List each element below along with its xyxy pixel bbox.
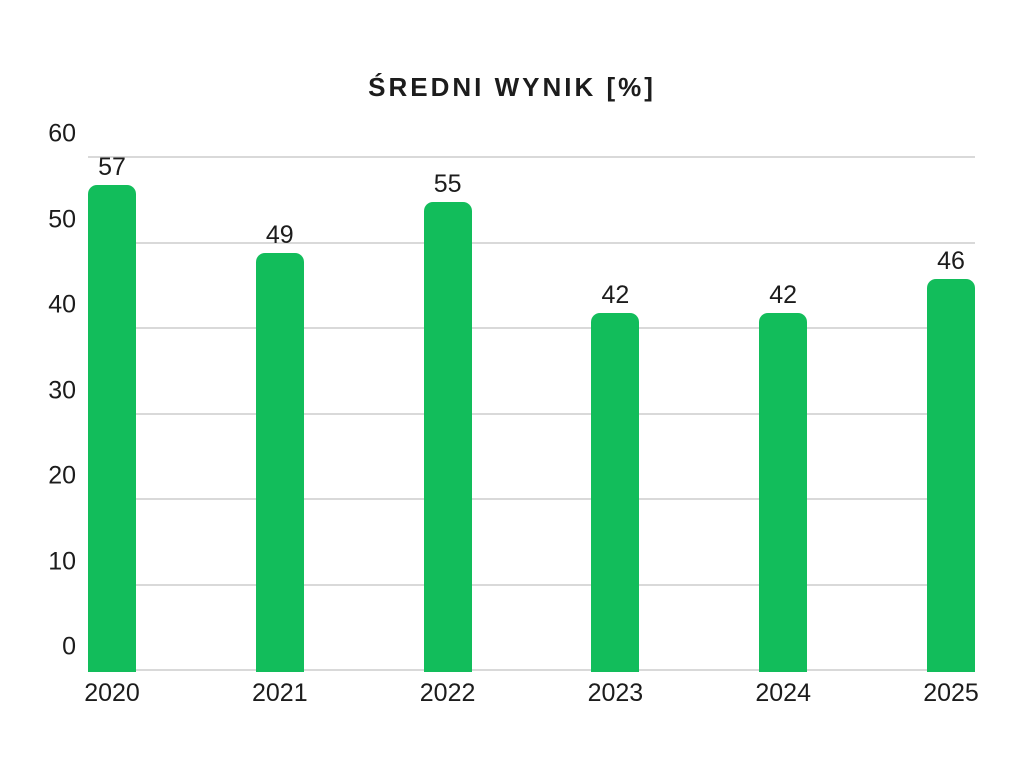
- x-tick-label-2023: 2023: [587, 679, 644, 707]
- bar-2021: 49: [255, 223, 304, 672]
- y-tick-label-20: 20: [48, 461, 76, 490]
- bar-2022: 55: [423, 171, 472, 672]
- gridline-0: [88, 669, 975, 671]
- y-tick-label-10: 10: [48, 547, 76, 575]
- bar-value-label-2022: 55: [433, 169, 462, 198]
- x-tick-label-2025: 2025: [923, 679, 979, 707]
- x-tick-label-2020: 2020: [84, 679, 140, 707]
- y-tick-label-50: 50: [48, 205, 76, 233]
- gridline-50: [88, 241, 975, 244]
- gridline-40: [88, 327, 975, 329]
- x-tick-label-2021: 2021: [251, 679, 308, 707]
- bar-column-2020: 57 2020: [84, 154, 140, 705]
- y-tick-label-60: 60: [48, 119, 76, 148]
- bar-value-label-2021: 49: [265, 221, 294, 250]
- bar-2020: 57: [88, 154, 136, 672]
- bar-2025: 46: [927, 248, 975, 672]
- plot-area: 0 10 20 30 40 50 60 57 2020 49 2021 55 2022 42 2023 42…: [48, 121, 979, 706]
- chart-title: ŚREDNI WYNIK [%]: [368, 72, 656, 102]
- bar-column-2023: 42 2023: [588, 159, 644, 705]
- x-tick-label-2024: 2024: [755, 679, 811, 707]
- gridline-30: [88, 412, 975, 415]
- y-tick-label-0: 0: [62, 632, 76, 661]
- x-tick-label-2022: 2022: [419, 679, 476, 707]
- bar-value-label-2024: 42: [769, 280, 798, 309]
- gridline-60: [88, 156, 975, 158]
- bar-value-label-2023: 42: [601, 280, 630, 309]
- bar-value-label-2020: 57: [98, 152, 126, 181]
- bar-2024: 42: [759, 282, 808, 672]
- bar-column-2021: 49 2021: [252, 159, 308, 706]
- y-tick-label-30: 30: [48, 376, 76, 404]
- bar-column-2024: 42 2024: [755, 159, 811, 705]
- bar-2023: 42: [591, 282, 640, 672]
- gridline-10: [88, 583, 975, 586]
- y-tick-label-40: 40: [48, 290, 76, 319]
- bar-column-2022: 55 2022: [420, 159, 476, 705]
- bar-value-label-2025: 46: [937, 246, 965, 275]
- gridline-20: [88, 498, 975, 500]
- bar-column-2025: 46 2025: [923, 159, 979, 705]
